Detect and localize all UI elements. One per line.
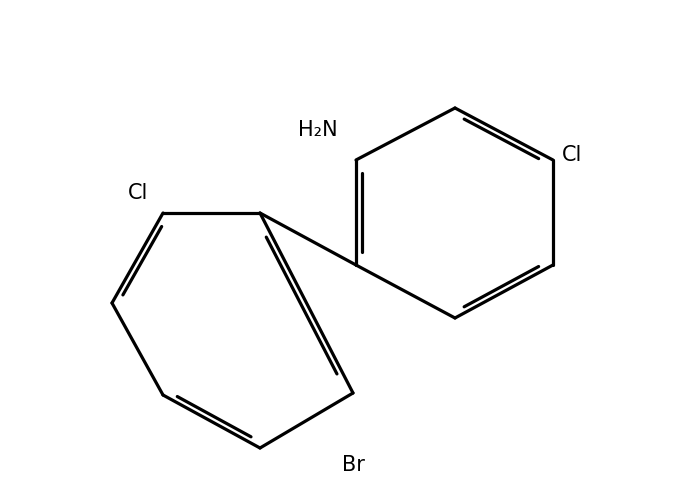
Text: Br: Br bbox=[342, 455, 365, 475]
Text: H₂N: H₂N bbox=[298, 120, 338, 140]
Text: Cl: Cl bbox=[562, 145, 583, 165]
Text: Cl: Cl bbox=[127, 183, 148, 203]
